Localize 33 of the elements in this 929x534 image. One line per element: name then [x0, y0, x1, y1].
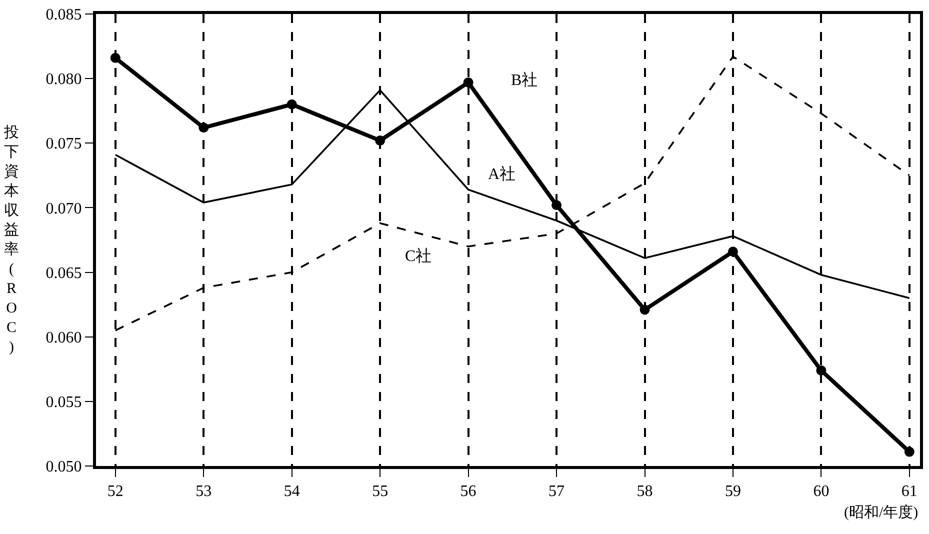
- series-label: A社: [488, 165, 516, 183]
- x-tick-label: 56: [460, 483, 476, 500]
- point: [640, 304, 650, 315]
- series-label: C社: [405, 247, 432, 265]
- y-tick-label: 0.060: [46, 329, 82, 346]
- x-tick-label: 59: [724, 483, 741, 500]
- point: [816, 365, 826, 376]
- x-tick-label: 58: [636, 483, 653, 500]
- series-label: B社: [511, 71, 538, 89]
- x-tick-label: 55: [372, 483, 388, 500]
- point: [552, 200, 562, 210]
- x-tick-label: 53: [196, 483, 212, 500]
- y-tick-label: 0.085: [46, 6, 82, 24]
- y-tick-label: 0.055: [46, 394, 82, 412]
- y-tick-label: 0.070: [46, 200, 82, 218]
- x-tick-label: 52: [107, 483, 124, 500]
- point: [198, 122, 209, 133]
- y-tick-label: 0.050: [46, 458, 82, 476]
- y-tick-label: 0.075: [46, 136, 82, 153]
- x-axis-title: (昭和/年度): [844, 504, 918, 521]
- point: [286, 99, 297, 110]
- point: [110, 52, 120, 63]
- text: 投下資本収益率(ROC): [4, 125, 19, 356]
- point: [904, 446, 914, 457]
- point: [375, 136, 386, 146]
- x-tick-label: 54: [284, 483, 300, 500]
- point: [463, 77, 474, 88]
- point: [728, 246, 738, 257]
- y-tick-label: 0.080: [46, 71, 82, 88]
- x-tick-label: 61: [901, 483, 918, 500]
- x-tick-label: 60: [813, 483, 830, 500]
- x-tick-label: 57: [548, 483, 565, 500]
- y-tick-label: 0.065: [46, 264, 82, 282]
